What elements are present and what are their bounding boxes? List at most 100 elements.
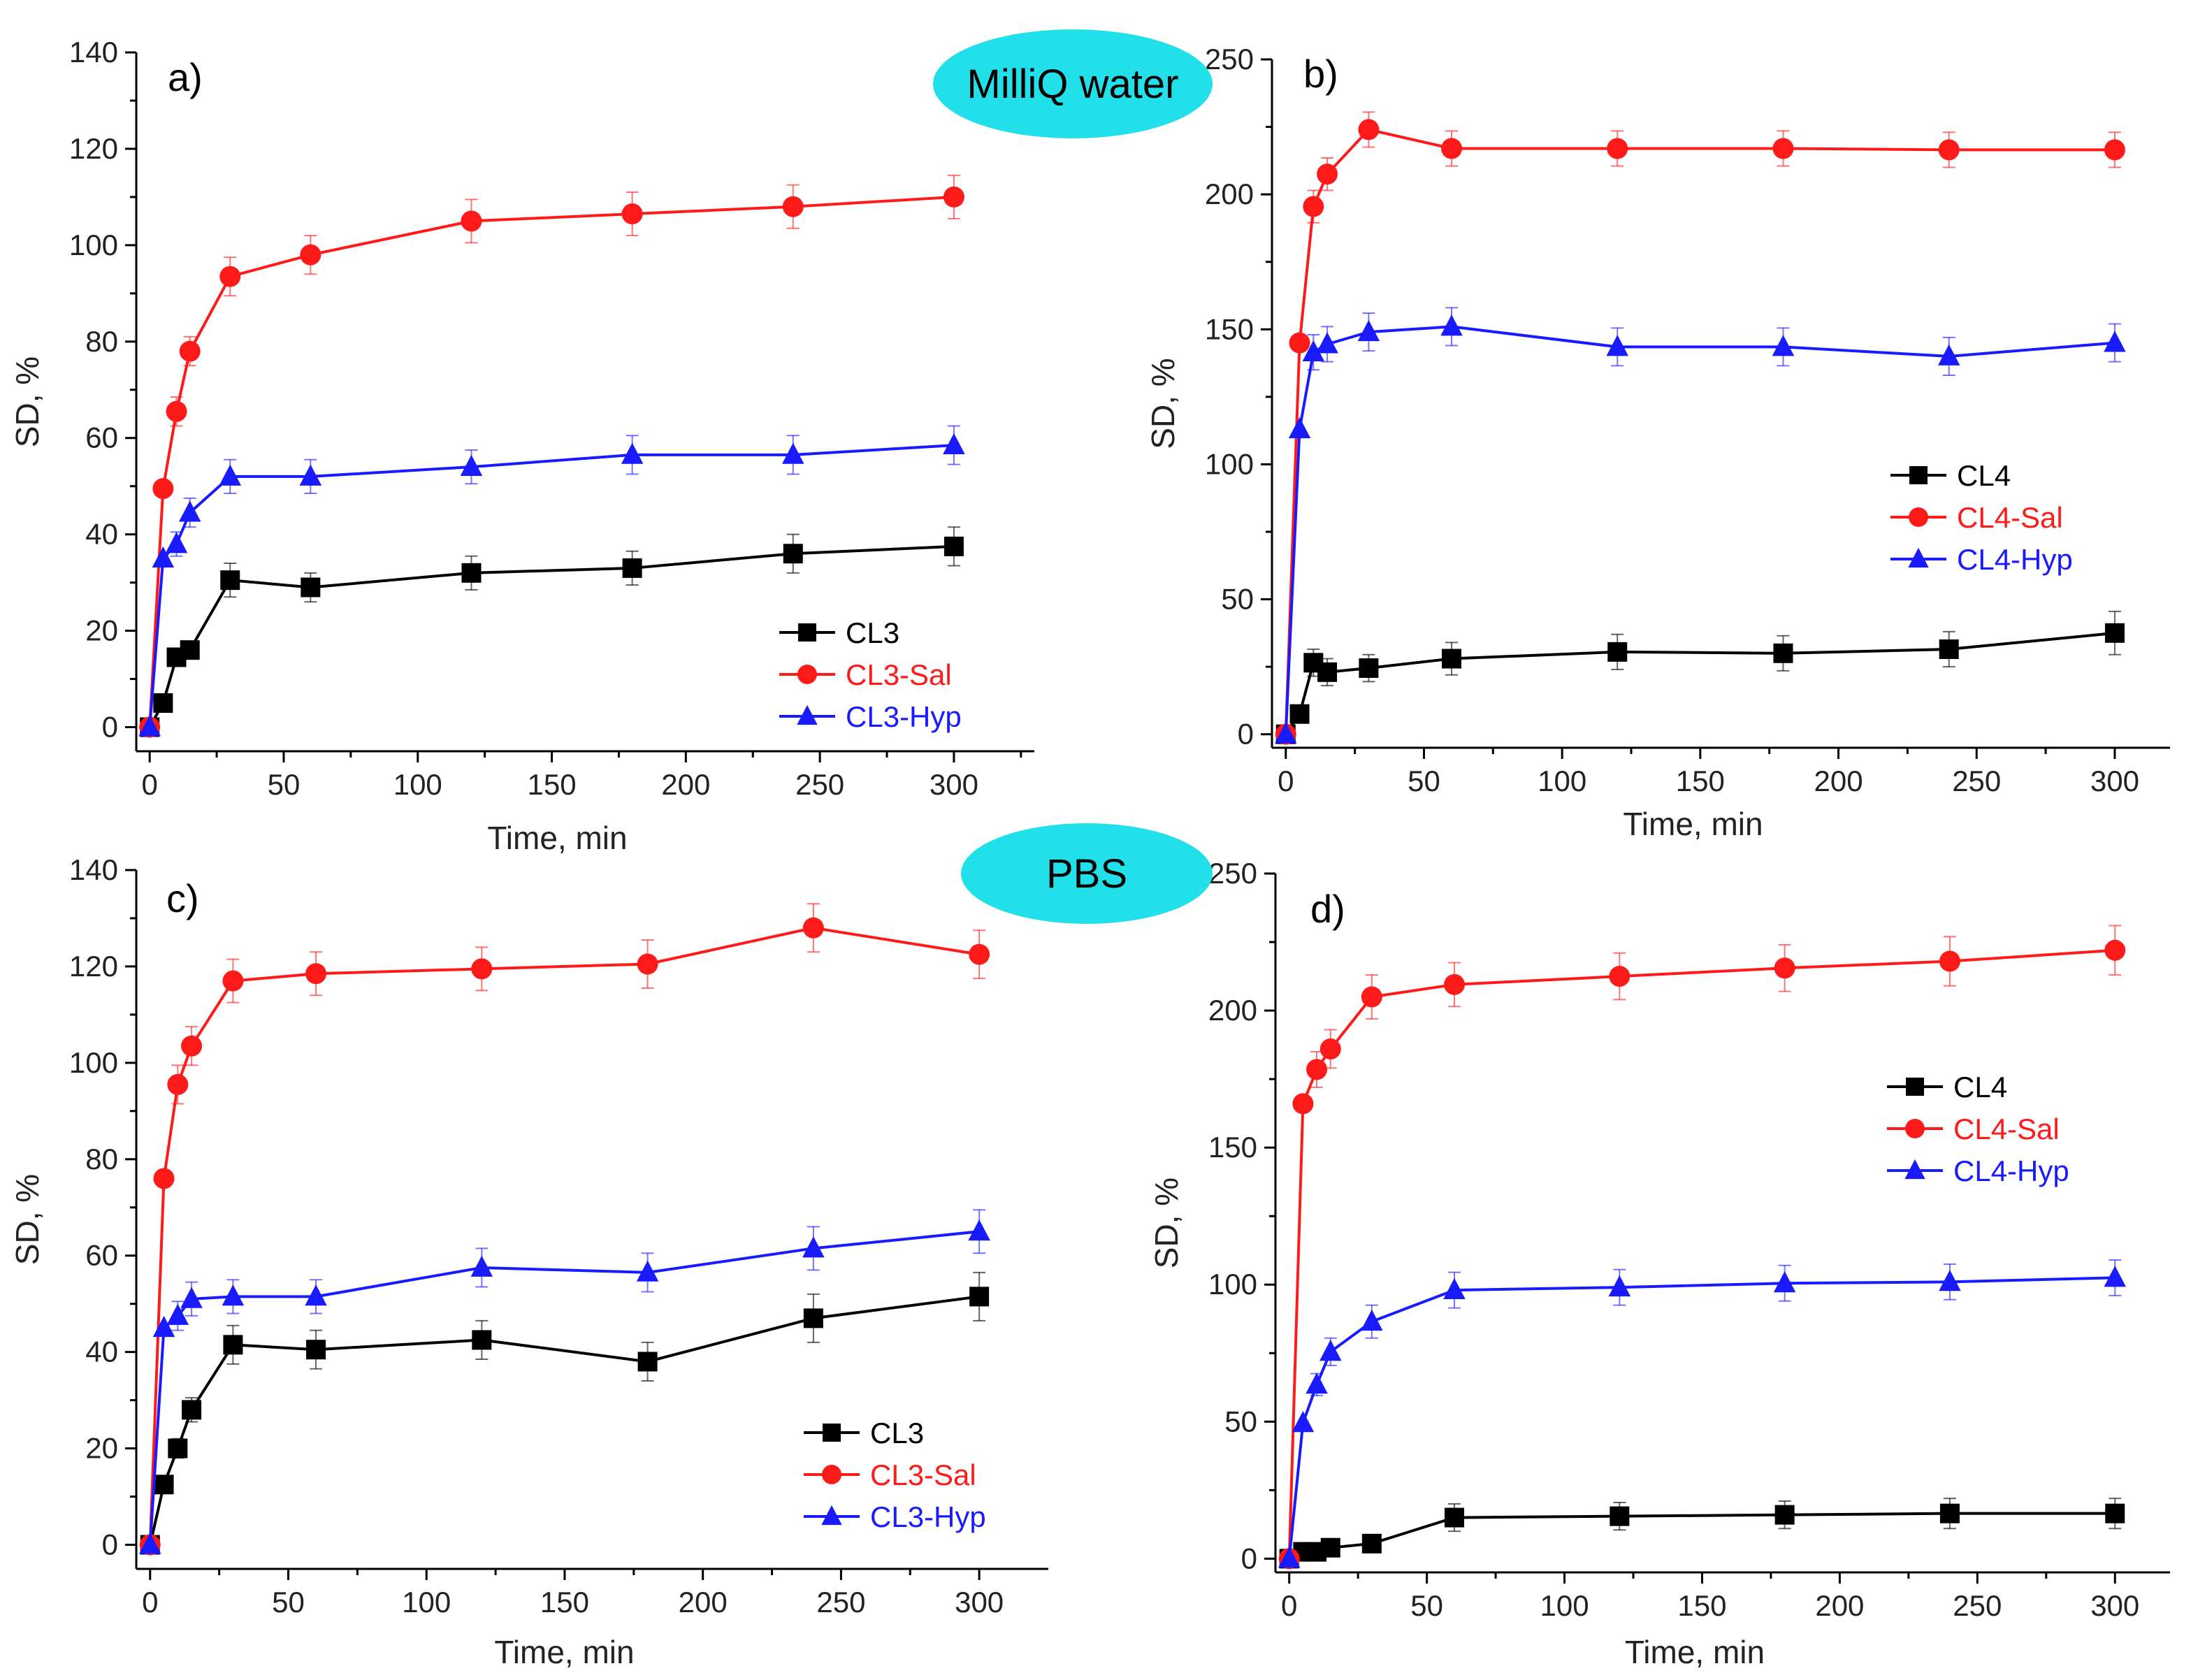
data-point xyxy=(1306,1059,1328,1080)
data-point xyxy=(154,1475,174,1495)
x-tick-label: 300 xyxy=(955,1586,1004,1619)
data-point xyxy=(1606,335,1628,356)
data-point xyxy=(1278,1547,1301,1568)
series-line xyxy=(1284,325,2116,734)
y-tick-label: 40 xyxy=(85,1335,118,1368)
x-tick-label: 150 xyxy=(1677,1589,1726,1622)
y-tick-label: 80 xyxy=(85,325,118,358)
data-point xyxy=(152,478,174,500)
data-point xyxy=(1359,658,1379,679)
series-line xyxy=(148,444,955,727)
y-tick-label: 80 xyxy=(85,1143,118,1175)
legend-marker xyxy=(798,623,816,642)
badge-pbs: PBS xyxy=(961,823,1213,924)
data-point xyxy=(2104,939,2126,961)
x-tick-label: 50 xyxy=(268,768,301,801)
data-point xyxy=(636,1260,659,1282)
y-tick-label: 150 xyxy=(1205,312,1254,345)
legend-label: CL4-Hyp xyxy=(1957,543,2073,576)
data-point xyxy=(1939,1503,1960,1523)
data-point xyxy=(782,442,804,464)
data-point xyxy=(1608,1275,1631,1297)
data-point xyxy=(299,464,322,486)
data-point xyxy=(637,1352,658,1372)
data-point xyxy=(165,532,188,553)
data-point xyxy=(969,1287,990,1307)
x-tick-label: 200 xyxy=(661,768,710,801)
data-point xyxy=(179,340,201,362)
data-point xyxy=(2104,623,2125,643)
data-point xyxy=(219,266,241,287)
legend-label: CL4 xyxy=(1957,459,2011,492)
data-point xyxy=(222,1284,245,1306)
x-tick-label: 0 xyxy=(142,1586,158,1619)
badge-pbs-ellipse xyxy=(961,823,1213,924)
y-tick-label: 100 xyxy=(69,229,118,261)
data-point xyxy=(181,1035,203,1057)
data-point xyxy=(1275,722,1297,744)
data-point xyxy=(1442,649,1461,669)
x-tick-label: 150 xyxy=(1676,765,1725,797)
y-tick-label: 50 xyxy=(1224,1405,1257,1438)
data-point xyxy=(1303,196,1324,217)
x-tick-label: 50 xyxy=(1408,765,1440,797)
data-point xyxy=(306,1340,326,1360)
data-point xyxy=(180,1287,203,1308)
x-tick-label: 300 xyxy=(930,768,978,801)
series-cl4-sal xyxy=(1275,111,2125,745)
series-cl4-hyp xyxy=(1275,307,2126,744)
series-line xyxy=(148,926,980,1545)
badge-milliq-label: MilliQ water xyxy=(967,61,1179,107)
data-point xyxy=(782,196,804,217)
x-tick-label: 300 xyxy=(2090,1589,2139,1622)
x-axis-title: Time, min xyxy=(487,820,627,856)
data-point xyxy=(472,1330,492,1350)
y-tick-label: 100 xyxy=(1205,447,1254,480)
y-tick-label: 60 xyxy=(85,421,118,454)
y-axis-title: SD, % xyxy=(1145,358,1181,449)
x-tick-label: 50 xyxy=(1410,1589,1443,1622)
data-point xyxy=(152,546,175,568)
legend-label: CL3 xyxy=(846,616,899,649)
y-axis-title: SD, % xyxy=(9,1174,45,1265)
data-point xyxy=(1317,164,1338,185)
series-cl3 xyxy=(140,1271,990,1555)
x-tick-label: 100 xyxy=(1540,1589,1589,1622)
x-tick-label: 250 xyxy=(816,1586,865,1619)
panel-label: b) xyxy=(1303,52,1338,96)
y-tick-label: 20 xyxy=(85,614,118,647)
legend-marker xyxy=(1906,1078,1924,1096)
data-point xyxy=(1937,344,1960,365)
data-point xyxy=(305,1284,327,1306)
y-tick-label: 100 xyxy=(1208,1268,1257,1301)
data-point xyxy=(803,1308,823,1328)
data-point xyxy=(460,454,483,477)
legend-marker xyxy=(821,1505,842,1526)
legend-marker xyxy=(822,1465,841,1484)
legend-marker xyxy=(797,665,817,684)
data-point xyxy=(1939,950,1960,972)
data-point xyxy=(1443,1277,1466,1300)
legend-marker xyxy=(1905,1119,1925,1138)
data-point xyxy=(1361,986,1382,1008)
data-point xyxy=(166,1303,189,1325)
data-point xyxy=(1772,138,1794,159)
x-tick-label: 200 xyxy=(1815,1589,1864,1622)
x-tick-label: 100 xyxy=(1538,765,1586,797)
y-tick-label: 50 xyxy=(1221,583,1254,616)
data-point xyxy=(1319,1038,1341,1059)
x-tick-label: 0 xyxy=(1278,765,1294,797)
x-tick-label: 200 xyxy=(1814,765,1863,797)
legend-label: CL3-Sal xyxy=(846,658,952,691)
x-tick-label: 250 xyxy=(1952,765,2001,797)
data-point xyxy=(1773,1271,1796,1293)
series-cl4 xyxy=(1275,610,2125,744)
data-point xyxy=(1610,1506,1630,1526)
y-tick-label: 120 xyxy=(69,132,118,165)
data-point xyxy=(802,1236,825,1258)
y-tick-label: 250 xyxy=(1205,43,1254,75)
badge-milliq-water: MilliQ water xyxy=(933,29,1213,138)
data-point xyxy=(802,917,824,939)
data-point xyxy=(943,536,964,556)
data-point xyxy=(222,970,244,992)
